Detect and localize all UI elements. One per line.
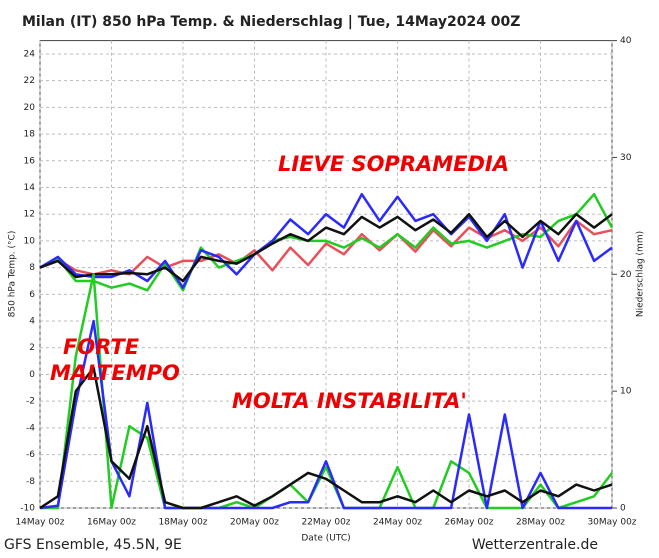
x-tick-label: 22May 00z [301, 518, 350, 528]
y-tick-label: 22 [24, 76, 35, 86]
x-tick-label: 16May 00z [87, 518, 136, 528]
y-tick-label: 6 [29, 290, 35, 300]
y-axis-label: 850 hPa Temp. (°C) [8, 231, 18, 318]
x-tick-label: 20May 00z [230, 518, 279, 528]
x-axis-label: Date (UTC) [301, 534, 350, 544]
series-line [39, 212, 613, 283]
y-tick-label: -4 [26, 423, 35, 433]
x-tick-label: 24May 00z [373, 518, 422, 528]
y2-tick-label: 10 [620, 387, 632, 397]
chart-title: Milan (IT) 850 hPa Temp. & Niederschlag … [22, 14, 520, 30]
x-tick-label: 26May 00z [444, 518, 493, 528]
y-tick-label: 14 [24, 183, 36, 193]
y-tick-label: 8 [29, 263, 35, 273]
y-tick-label: 20 [24, 103, 36, 113]
y2-axis-label: Niederschlag (mm) [636, 231, 646, 317]
y2-tick-label: 20 [620, 270, 632, 280]
x-tick-label: 14May 00z [15, 518, 64, 528]
y-tick-label: 16 [24, 156, 36, 166]
series-line [39, 366, 613, 510]
annotation: LIEVE SOPRAMEDIA [278, 152, 509, 176]
x-tick-label: 28May 00z [516, 518, 565, 528]
annotation: FORTE [63, 335, 140, 359]
source-right: Wetterzentrale.de [472, 537, 598, 553]
series-line [39, 192, 614, 292]
y-tick-label: 10 [24, 236, 36, 246]
x-tick-label: 30May 00z [587, 518, 636, 528]
y2-tick-label: 0 [620, 504, 626, 514]
annotation: MOLTA INSTABILITA' [232, 389, 467, 413]
source-left: GFS Ensemble, 45.5N, 9E [4, 537, 182, 553]
y-tick-label: -2 [26, 397, 35, 407]
y-tick-label: 18 [24, 130, 36, 140]
y2-tick-label: 40 [620, 36, 632, 46]
y-tick-label: 2 [29, 343, 35, 353]
y-tick-label: 24 [24, 49, 36, 59]
x-tick-label: 18May 00z [158, 518, 207, 528]
series-line [40, 273, 613, 510]
y-tick-label: -10 [20, 504, 35, 514]
y-tick-label: -6 [26, 450, 35, 460]
annotation: MALTEMPO [50, 361, 180, 385]
y2-tick-label: 30 [620, 153, 632, 163]
y-tick-label: 0 [29, 370, 35, 380]
y-tick-label: -8 [26, 477, 35, 487]
y-tick-label: 4 [29, 317, 35, 327]
y-tick-label: 12 [24, 210, 35, 220]
